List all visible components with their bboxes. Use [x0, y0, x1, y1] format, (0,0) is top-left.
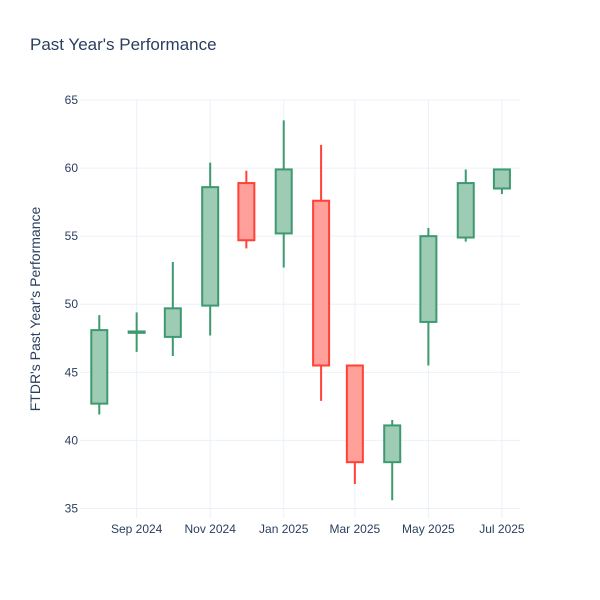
- candles: [90, 120, 511, 501]
- y-tick-label: 50: [65, 297, 79, 311]
- grid: [80, 99, 520, 518]
- x-tick-label: Mar 2025: [329, 522, 380, 536]
- y-tick-label: 35: [65, 501, 79, 515]
- candle-body: [201, 186, 220, 307]
- x-tick-label: Jul 2025: [479, 522, 525, 536]
- candle-increasing: [127, 312, 146, 352]
- candle-body: [312, 199, 331, 367]
- candle-decreasing: [312, 144, 331, 401]
- candle-body: [90, 329, 109, 405]
- y-tick-label: 65: [65, 93, 79, 107]
- x-tick-label: Nov 2024: [185, 522, 237, 536]
- candle-body: [237, 182, 256, 242]
- y-tick-label: 45: [65, 365, 79, 379]
- candle-body: [163, 307, 182, 338]
- candle-increasing: [274, 120, 293, 268]
- x-tick-label: Jan 2025: [259, 522, 309, 536]
- candle-body: [419, 235, 438, 323]
- candle-body: [492, 168, 511, 190]
- x-axis-ticks: Sep 2024 Nov 2024 Jan 2025 Mar 2025 May 2025…: [111, 522, 525, 536]
- candle-increasing: [492, 168, 511, 194]
- y-tick-label: 40: [65, 433, 79, 447]
- candle-body: [127, 330, 146, 334]
- chart-title: Past Year's Performance: [30, 35, 217, 54]
- candle-body: [345, 364, 364, 464]
- candle-body: [383, 424, 402, 464]
- y-tick-label: 60: [65, 161, 79, 175]
- x-tick-label: Sep 2024: [111, 522, 163, 536]
- x-tick-label: May 2025: [402, 522, 455, 536]
- candle-increasing: [201, 162, 220, 336]
- y-axis-ticks: 35 40 45 50 55 60 65: [65, 93, 79, 515]
- candle-decreasing: [237, 170, 256, 249]
- candle-increasing: [383, 419, 402, 501]
- candle-body: [274, 168, 293, 235]
- candle-increasing: [456, 169, 475, 242]
- candle-increasing: [90, 315, 109, 415]
- y-tick-label: 55: [65, 229, 79, 243]
- candle-decreasing: [345, 364, 364, 484]
- y-axis-title: FTDR's Past Year's Performance: [27, 207, 43, 412]
- candle-increasing: [419, 227, 438, 366]
- candle-increasing: [163, 262, 182, 356]
- candle-body: [456, 182, 475, 239]
